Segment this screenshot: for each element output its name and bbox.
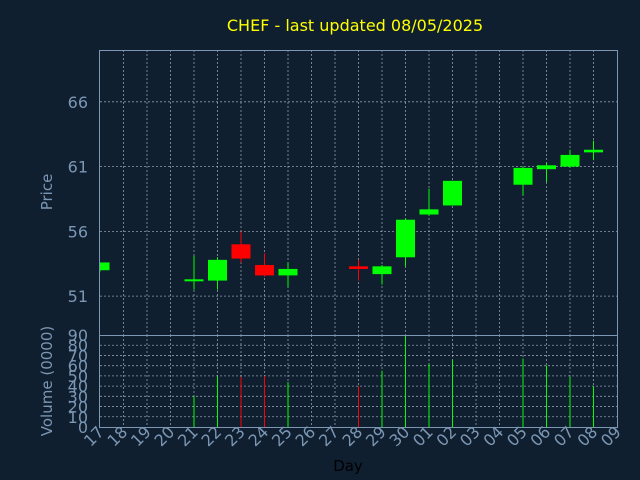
- candle-body: [513, 167, 533, 185]
- candle-body: [584, 149, 603, 153]
- chart-title: CHEF - last updated 08/05/2025: [227, 16, 483, 35]
- candle-body: [231, 244, 251, 259]
- candle-body: [419, 209, 439, 215]
- volume-bars: [193, 335, 594, 427]
- candle-body: [278, 268, 298, 276]
- candle-body: [372, 266, 392, 275]
- price-tick-label: 61: [68, 158, 88, 177]
- volume-tick-label: 50: [68, 367, 88, 386]
- candle-body: [100, 262, 110, 271]
- volume-tick-label: 0: [78, 418, 88, 437]
- price-tick-label: 51: [68, 287, 88, 306]
- price-panel-frame: [99, 50, 618, 336]
- volume-tick-label: 20: [68, 398, 88, 417]
- candle-body: [184, 279, 204, 282]
- volume-tick-label: 80: [68, 336, 88, 355]
- price-axis-label: Price: [38, 174, 56, 211]
- price-axis-ticks: 51 56 61 66: [68, 93, 88, 306]
- volume-tick-label: 40: [68, 377, 88, 396]
- price-grid: [100, 50, 617, 335]
- candle-body: [255, 265, 274, 276]
- candle-body: [560, 154, 580, 167]
- volume-tick-label: 70: [68, 346, 88, 365]
- candle-body: [396, 219, 415, 258]
- volume-tick-label: 10: [68, 408, 88, 427]
- candle-body: [443, 180, 462, 206]
- volume-axis-label: Volume (0000): [38, 326, 56, 436]
- x-axis-ticks: 1718192021222324252627282930010203040506…: [80, 422, 625, 450]
- candle-body: [349, 266, 368, 269]
- candle-body: [537, 165, 556, 170]
- volume-tick-label: 90: [68, 326, 88, 345]
- volume-tick-label: 60: [68, 357, 88, 376]
- x-axis-label: Day: [333, 457, 363, 475]
- price-tick-label: 66: [68, 93, 88, 112]
- price-tick-label: 56: [68, 222, 88, 241]
- price-candles: [99, 140, 603, 290]
- volume-tick-label: 30: [68, 387, 88, 406]
- volume-panel-frame: [99, 335, 618, 428]
- candle-body: [208, 259, 227, 281]
- x-tick-label: 09: [597, 422, 625, 450]
